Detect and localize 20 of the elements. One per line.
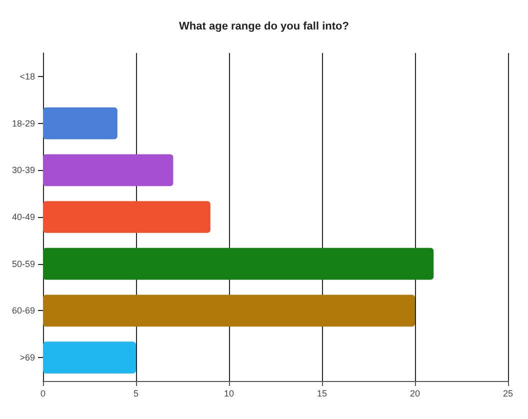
y-tick-label: 50-59 [12, 258, 35, 269]
x-tick-label: 25 [502, 388, 514, 398]
x-tick-label: 15 [316, 388, 328, 398]
y-tick-label: 18-29 [12, 118, 35, 128]
bar [43, 248, 434, 280]
y-tick-label: >69 [20, 352, 35, 363]
bar [43, 201, 210, 233]
y-tick-label: 40-49 [12, 212, 35, 222]
chart-title: What age range do you fall into? [179, 20, 350, 32]
bar [43, 154, 174, 186]
y-tick-label: <18 [20, 71, 35, 82]
x-tick-label: 0 [40, 388, 46, 398]
y-tick-label: 30-39 [12, 165, 35, 176]
bar [43, 294, 415, 327]
x-tick-label: 5 [133, 388, 139, 398]
x-tick-label: 10 [224, 388, 234, 398]
y-tick-label: 60-69 [12, 306, 35, 316]
bar [43, 107, 118, 140]
bar [43, 342, 136, 374]
x-tick-label: 20 [410, 388, 420, 398]
